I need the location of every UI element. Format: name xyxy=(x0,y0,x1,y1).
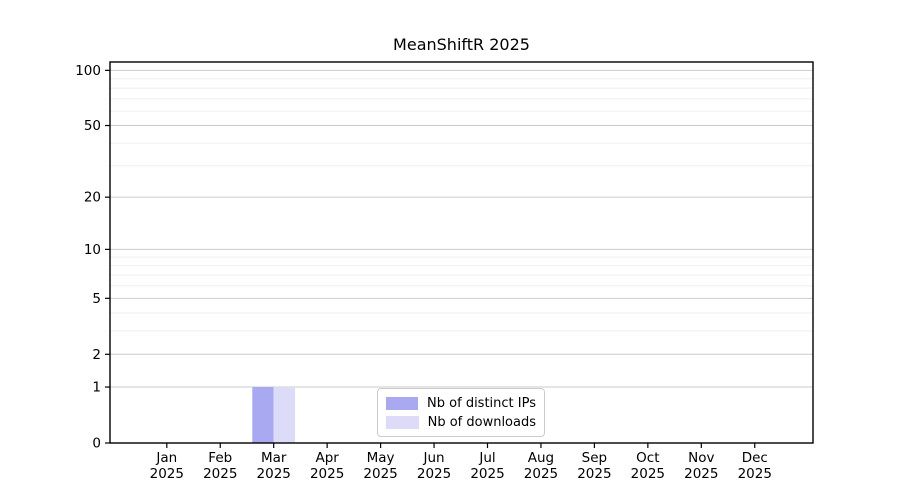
x-tick-label-month: Dec xyxy=(742,450,768,466)
bar-downloads-mar-2025 xyxy=(273,387,296,443)
y-tick-label: 20 xyxy=(84,190,101,206)
chart-title: MeanShiftR 2025 xyxy=(393,35,530,54)
legend-item-distinct-ips: Nb of distinct IPs xyxy=(386,396,536,411)
x-tick-label-month: Oct xyxy=(636,450,659,466)
x-tick-label-month: Jan xyxy=(155,450,177,466)
x-tick-label-year: 2025 xyxy=(257,466,291,482)
y-tick-label: 0 xyxy=(92,436,101,452)
y-tick-label: 50 xyxy=(84,118,101,134)
legend-swatch-downloads xyxy=(386,415,419,429)
x-tick-label-year: 2025 xyxy=(363,466,397,482)
bar-distinct-ips-mar-2025 xyxy=(252,387,274,443)
y-tick-label: 2 xyxy=(92,347,101,363)
x-tick-label-year: 2025 xyxy=(417,466,451,482)
legend-label-downloads: Nb of downloads xyxy=(427,414,536,430)
legend-item-downloads: Nb of downloads xyxy=(386,415,536,430)
y-tick-label: 5 xyxy=(92,291,101,307)
x-tick-label-month: Apr xyxy=(315,450,339,466)
x-tick-label-year: 2025 xyxy=(684,466,718,482)
x-tick-label-month: Aug xyxy=(528,450,554,466)
y-tick-label: 100 xyxy=(75,63,101,79)
y-tick-label: 1 xyxy=(92,380,101,396)
x-tick-label-month: May xyxy=(367,450,395,466)
x-tick-label-month: Nov xyxy=(688,450,714,466)
x-tick-label-year: 2025 xyxy=(203,466,237,482)
x-tick-label-year: 2025 xyxy=(577,466,611,482)
x-tick-label-month: Feb xyxy=(208,450,232,466)
x-tick-label-month: Mar xyxy=(261,450,287,466)
legend-swatch-distinct-ips xyxy=(386,396,419,410)
x-tick-label-month: Jul xyxy=(478,450,495,466)
x-tick-label-year: 2025 xyxy=(631,466,665,482)
legend: Nb of distinct IPs Nb of downloads xyxy=(377,388,545,437)
axis-frame xyxy=(109,61,814,444)
x-tick-label-year: 2025 xyxy=(310,466,344,482)
x-tick-label-year: 2025 xyxy=(738,466,772,482)
x-tick-label-year: 2025 xyxy=(524,466,558,482)
y-tick-label: 10 xyxy=(84,242,101,258)
x-tick-label-year: 2025 xyxy=(470,466,504,482)
x-tick-label-month: Jun xyxy=(423,450,445,466)
x-tick-label-month: Sep xyxy=(582,450,607,466)
x-tick-label-year: 2025 xyxy=(150,466,184,482)
legend-label-distinct-ips: Nb of distinct IPs xyxy=(427,395,536,411)
